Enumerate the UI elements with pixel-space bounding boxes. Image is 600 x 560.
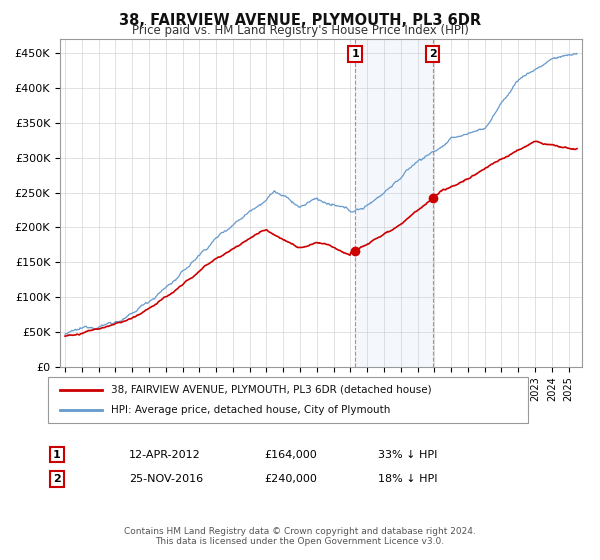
- Text: 1: 1: [351, 49, 359, 59]
- Text: 2: 2: [53, 474, 61, 484]
- Text: 38, FAIRVIEW AVENUE, PLYMOUTH, PL3 6DR: 38, FAIRVIEW AVENUE, PLYMOUTH, PL3 6DR: [119, 13, 481, 28]
- Text: 33% ↓ HPI: 33% ↓ HPI: [378, 450, 437, 460]
- Text: HPI: Average price, detached house, City of Plymouth: HPI: Average price, detached house, City…: [111, 405, 391, 415]
- Text: 38, FAIRVIEW AVENUE, PLYMOUTH, PL3 6DR (detached house): 38, FAIRVIEW AVENUE, PLYMOUTH, PL3 6DR (…: [111, 385, 431, 395]
- Text: 18% ↓ HPI: 18% ↓ HPI: [378, 474, 437, 484]
- Text: £240,000: £240,000: [264, 474, 317, 484]
- Text: Contains HM Land Registry data © Crown copyright and database right 2024.
This d: Contains HM Land Registry data © Crown c…: [124, 526, 476, 546]
- Text: 12-APR-2012: 12-APR-2012: [129, 450, 201, 460]
- Text: 1: 1: [53, 450, 61, 460]
- Text: 2: 2: [429, 49, 436, 59]
- Bar: [355, 39, 433, 367]
- Text: Price paid vs. HM Land Registry's House Price Index (HPI): Price paid vs. HM Land Registry's House …: [131, 24, 469, 36]
- Text: £164,000: £164,000: [264, 450, 317, 460]
- Text: 25-NOV-2016: 25-NOV-2016: [129, 474, 203, 484]
